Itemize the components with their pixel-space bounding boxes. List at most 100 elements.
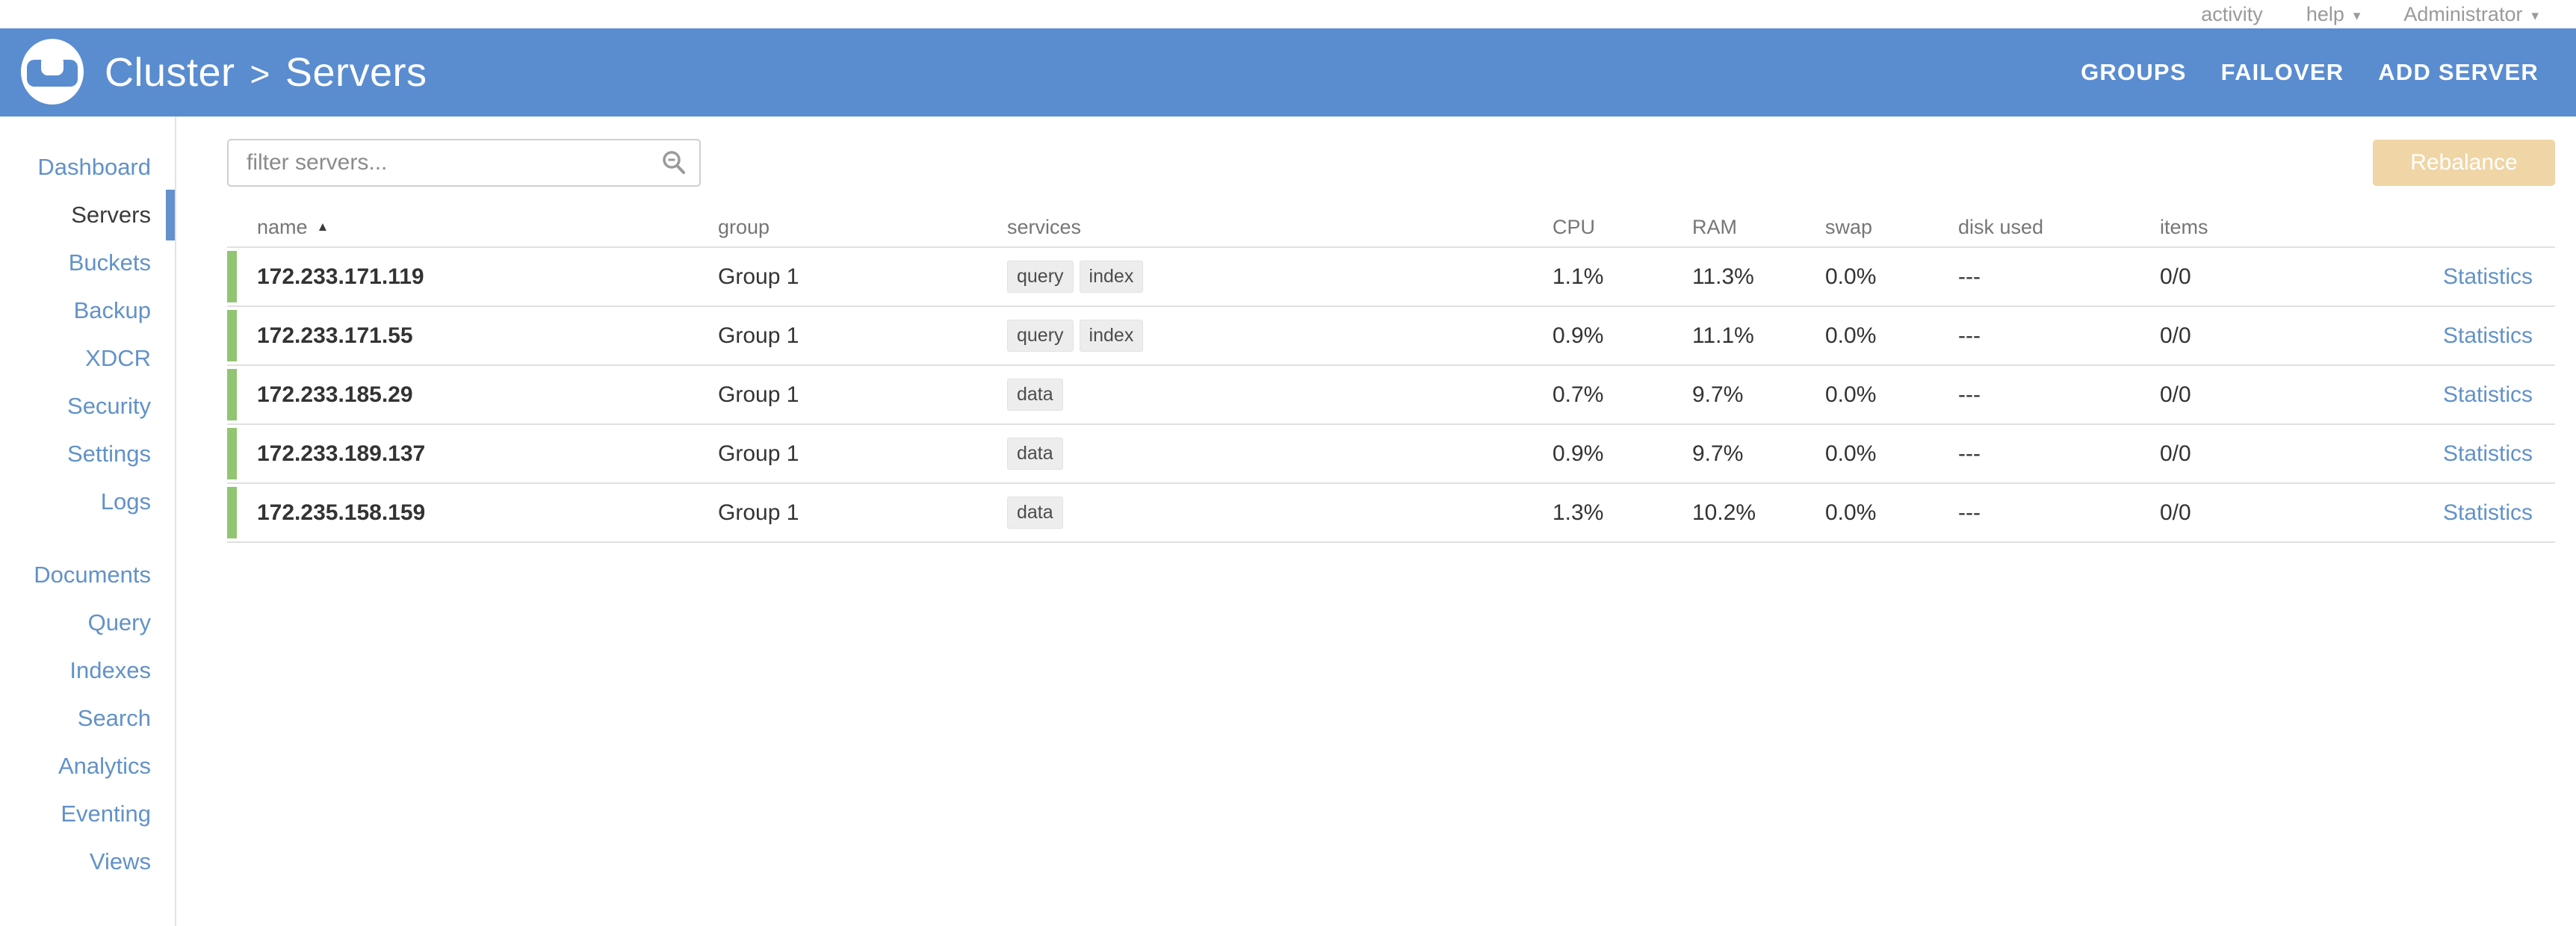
server-swap: 0.0% <box>1825 382 1877 407</box>
sidebar-item-label: Analytics <box>58 753 151 779</box>
sidebar-item-dashboard[interactable]: Dashboard <box>0 143 175 191</box>
sidebar-item-label: Servers <box>71 202 151 228</box>
main-content: Rebalance name ▲ group services CPU RAM … <box>176 116 2576 926</box>
server-cpu: 0.7% <box>1552 382 1604 407</box>
server-cpu: 0.9% <box>1552 441 1604 466</box>
column-header-disk-used[interactable]: disk used <box>1958 215 2044 238</box>
couchbase-logo-icon[interactable] <box>19 37 85 109</box>
server-cpu: 0.9% <box>1552 323 1604 348</box>
activity-label: activity <box>2201 2 2263 25</box>
sidebar-item-servers[interactable]: Servers <box>0 190 175 240</box>
sidebar-item-logs[interactable]: Logs <box>0 478 175 526</box>
column-header-swap[interactable]: swap <box>1825 215 1873 238</box>
server-swap: 0.0% <box>1825 500 1877 525</box>
sidebar-item-label: Settings <box>66 441 151 467</box>
server-group: Group 1 <box>718 500 799 525</box>
server-ram: 11.1% <box>1692 323 1754 348</box>
table-row: 172.235.158.159 Group 1 data 1.3% 10.2% … <box>227 482 2555 541</box>
service-tag: index <box>1079 261 1144 293</box>
sidebar-item-query[interactable]: Query <box>0 599 175 647</box>
table-row: 172.233.171.119 Group 1 query index 1.1% … <box>227 246 2555 305</box>
server-status-bar <box>227 487 237 538</box>
chevron-down-icon: ▾ <box>2353 7 2361 24</box>
service-tag: index <box>1079 320 1144 352</box>
server-swap: 0.0% <box>1825 441 1877 466</box>
server-ram: 10.2% <box>1692 500 1756 525</box>
sidebar-item-label: Search <box>77 705 151 731</box>
sidebar-item-label: XDCR <box>85 345 151 371</box>
utility-bar: activity help ▾ Administrator ▾ <box>0 0 2576 28</box>
sidebar-item-indexes[interactable]: Indexes <box>0 647 175 694</box>
rebalance-button[interactable]: Rebalance <box>2373 140 2555 186</box>
column-header-name[interactable]: name ▲ <box>227 216 718 239</box>
table-header-row: name ▲ group services CPU RAM swap disk … <box>227 208 2555 246</box>
sidebar-item-analytics[interactable]: Analytics <box>0 742 175 790</box>
server-status-bar <box>227 428 237 479</box>
server-services: data <box>1007 379 1552 411</box>
column-header-ram[interactable]: RAM <box>1692 215 1737 238</box>
service-tag: query <box>1007 261 1074 293</box>
sidebar-item-settings[interactable]: Settings <box>0 430 175 478</box>
app-header: Cluster > Servers GROUPS FAILOVER ADD SE… <box>0 28 2576 116</box>
table-row: 172.233.171.55 Group 1 query index 0.9% 1… <box>227 305 2555 364</box>
column-header-cpu[interactable]: CPU <box>1552 215 1596 238</box>
column-header-group[interactable]: group <box>718 215 770 238</box>
server-swap: 0.0% <box>1825 323 1877 348</box>
server-group: Group 1 <box>718 441 799 466</box>
sidebar-item-eventing[interactable]: Eventing <box>0 790 175 838</box>
sidebar-group-primary: Dashboard Servers Buckets Backup XDCR Se… <box>0 143 175 526</box>
servers-table: name ▲ group services CPU RAM swap disk … <box>227 208 2555 543</box>
user-label: Administrator <box>2403 2 2523 25</box>
user-menu[interactable]: Administrator ▾ <box>2403 3 2539 26</box>
sidebar-item-xdcr[interactable]: XDCR <box>0 335 175 382</box>
sidebar-item-label: Indexes <box>69 657 151 683</box>
server-group: Group 1 <box>718 323 799 348</box>
failover-button[interactable]: FAILOVER <box>2220 59 2344 85</box>
sidebar-group-secondary: Documents Query Indexes Search Analytics… <box>0 551 175 886</box>
statistics-link[interactable]: Statistics <box>2442 441 2533 466</box>
sidebar-item-buckets[interactable]: Buckets <box>0 239 175 287</box>
sidebar-item-documents[interactable]: Documents <box>0 551 175 599</box>
column-header-items[interactable]: items <box>2160 215 2208 238</box>
sort-asc-icon: ▲ <box>316 220 329 234</box>
server-ram: 11.3% <box>1692 264 1754 289</box>
server-disk-used: --- <box>1958 441 1981 466</box>
activity-link[interactable]: activity <box>2201 3 2263 26</box>
column-label-name: name <box>257 215 308 238</box>
server-name[interactable]: 172.235.158.159 <box>257 500 426 525</box>
filter-servers-input[interactable] <box>227 139 701 187</box>
statistics-link[interactable]: Statistics <box>2442 323 2533 348</box>
sidebar-item-label: Backup <box>73 297 151 323</box>
server-name[interactable]: 172.233.171.55 <box>257 323 413 348</box>
service-tag: query <box>1007 320 1074 352</box>
sidebar-item-label: Security <box>67 393 151 419</box>
groups-button[interactable]: GROUPS <box>2081 59 2187 85</box>
server-name[interactable]: 172.233.189.137 <box>257 441 426 466</box>
breadcrumb-cluster: Cluster <box>105 50 235 95</box>
add-server-button[interactable]: ADD SERVER <box>2378 59 2539 85</box>
breadcrumb-separator-icon: > <box>250 55 270 93</box>
server-status-bar <box>227 251 237 302</box>
server-disk-used: --- <box>1958 264 1981 289</box>
service-tag: data <box>1007 438 1063 470</box>
sidebar-item-views[interactable]: Views <box>0 838 175 886</box>
server-name[interactable]: 172.233.185.29 <box>257 382 413 407</box>
server-services: data <box>1007 438 1552 470</box>
sidebar-item-security[interactable]: Security <box>0 382 175 430</box>
help-menu[interactable]: help ▾ <box>2306 3 2361 26</box>
sidebar-item-search[interactable]: Search <box>0 694 175 742</box>
service-tag: data <box>1007 379 1063 411</box>
statistics-link[interactable]: Statistics <box>2442 264 2533 289</box>
sidebar-item-label: Documents <box>34 562 151 588</box>
chevron-down-icon: ▾ <box>2531 7 2539 24</box>
statistics-link[interactable]: Statistics <box>2442 500 2533 525</box>
server-ram: 9.7% <box>1692 441 1744 466</box>
sidebar-item-backup[interactable]: Backup <box>0 287 175 335</box>
server-disk-used: --- <box>1958 500 1981 525</box>
server-name[interactable]: 172.233.171.119 <box>257 264 424 289</box>
column-header-services[interactable]: services <box>1007 215 1082 238</box>
statistics-link[interactable]: Statistics <box>2442 382 2533 407</box>
server-swap: 0.0% <box>1825 264 1877 289</box>
server-ram: 9.7% <box>1692 382 1744 407</box>
header-actions: GROUPS FAILOVER ADD SERVER <box>2081 59 2539 86</box>
